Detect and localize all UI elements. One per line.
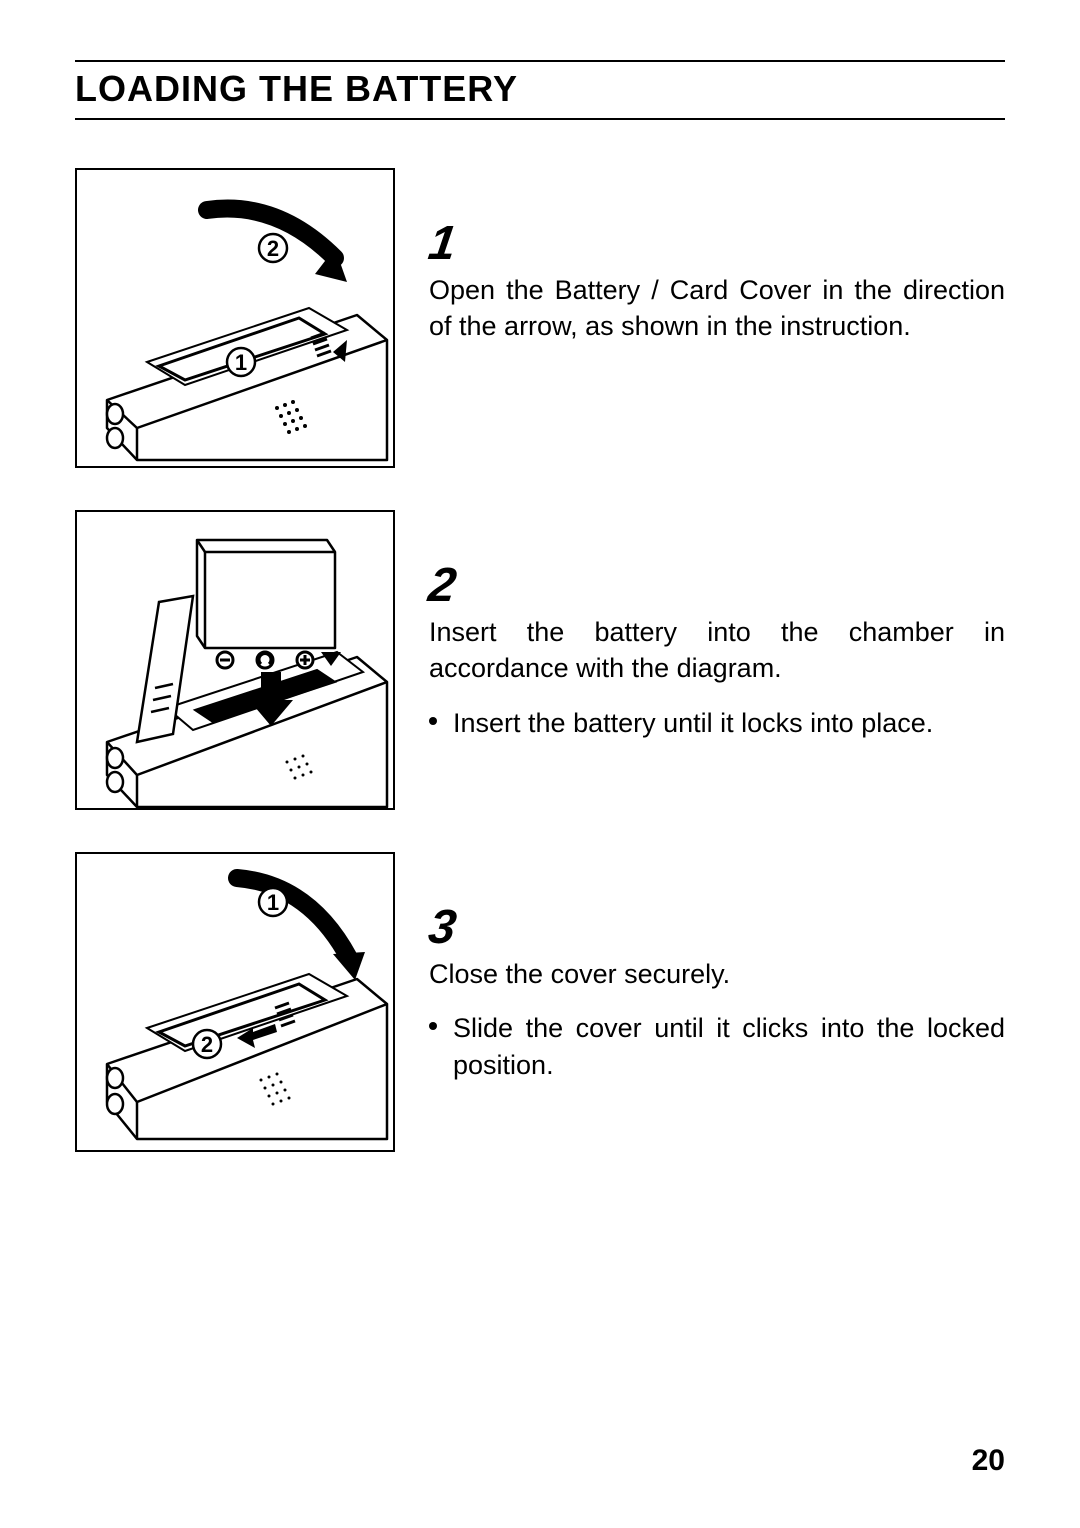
section-title-block: LOADING THE BATTERY: [75, 60, 1005, 120]
step-3-body: Close the cover securely.: [429, 956, 1005, 992]
step-2: 2 Insert the battery into the chamber in…: [75, 510, 1005, 810]
step-2-bullet-1: Insert the battery until it locks into p…: [429, 705, 1005, 741]
step-1-number: 1: [426, 220, 459, 268]
svg-text:2: 2: [267, 236, 279, 261]
svg-text:1: 1: [267, 890, 279, 915]
section-title: LOADING THE BATTERY: [75, 68, 1005, 110]
step-3-number: 3: [426, 904, 459, 952]
svg-text:1: 1: [235, 350, 247, 375]
step-3-bullet-1: Slide the cover until it clicks into the…: [429, 1010, 1005, 1083]
step-2-text: 2 Insert the battery into the chamber in…: [429, 510, 1005, 741]
step-1-body: Open the Battery / Card Cover in the dir…: [429, 272, 1005, 345]
step-2-body: Insert the battery into the chamber in a…: [429, 614, 1005, 687]
step-2-illustration: [75, 510, 395, 810]
step-1-text: 1 Open the Battery / Card Cover in the d…: [429, 168, 1005, 345]
page-number: 20: [972, 1444, 1005, 1478]
step-3: 1 2 3 C: [75, 852, 1005, 1152]
step-3-text: 3 Close the cover securely. Slide the co…: [429, 852, 1005, 1083]
manual-page: LOADING THE BATTERY: [0, 0, 1080, 1528]
svg-text:2: 2: [201, 1032, 213, 1057]
step-3-bullets: Slide the cover until it clicks into the…: [429, 1010, 1005, 1083]
step-2-bullets: Insert the battery until it locks into p…: [429, 705, 1005, 741]
step-2-number: 2: [426, 562, 459, 610]
step-1: 1 2 1 Open the Battery / Card Cover in t…: [75, 168, 1005, 468]
steps-container: 1 2 1 Open the Battery / Card Cover in t…: [75, 168, 1005, 1152]
step-3-illustration: 1 2: [75, 852, 395, 1152]
step-1-illustration: 1 2: [75, 168, 395, 468]
